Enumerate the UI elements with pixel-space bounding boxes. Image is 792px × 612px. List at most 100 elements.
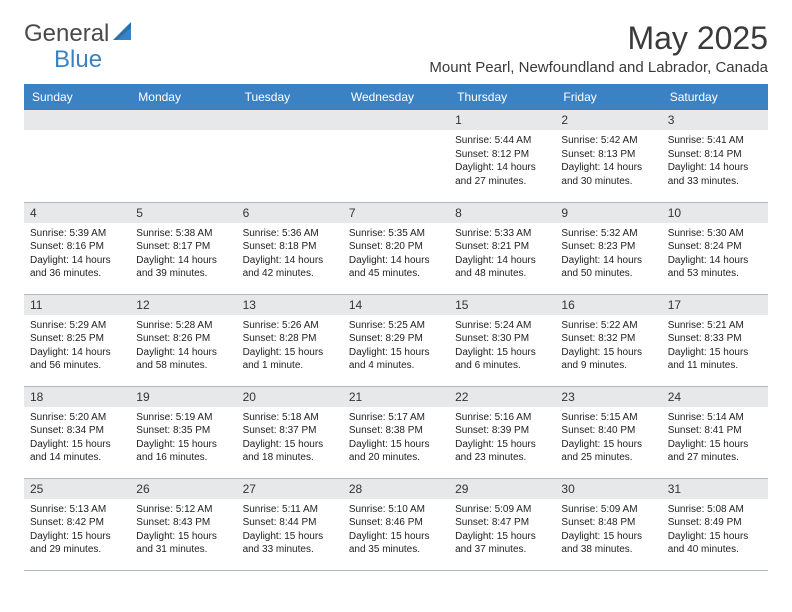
calendar-body: 1Sunrise: 5:44 AMSunset: 8:12 PMDaylight… <box>24 110 768 570</box>
day-details: Sunrise: 5:28 AMSunset: 8:26 PMDaylight:… <box>130 315 236 377</box>
day-cell: 20Sunrise: 5:18 AMSunset: 8:37 PMDayligh… <box>237 386 343 478</box>
day-details: Sunrise: 5:21 AMSunset: 8:33 PMDaylight:… <box>662 315 768 377</box>
day-number: 29 <box>449 479 555 499</box>
day-cell: 4Sunrise: 5:39 AMSunset: 8:16 PMDaylight… <box>24 202 130 294</box>
day-number: 13 <box>237 295 343 315</box>
day-cell: 8Sunrise: 5:33 AMSunset: 8:21 PMDaylight… <box>449 202 555 294</box>
day-details: Sunrise: 5:38 AMSunset: 8:17 PMDaylight:… <box>130 223 236 285</box>
day-details: Sunrise: 5:16 AMSunset: 8:39 PMDaylight:… <box>449 407 555 469</box>
day-details: Sunrise: 5:42 AMSunset: 8:13 PMDaylight:… <box>555 130 661 192</box>
day-number: 14 <box>343 295 449 315</box>
day-cell: 23Sunrise: 5:15 AMSunset: 8:40 PMDayligh… <box>555 386 661 478</box>
day-details: Sunrise: 5:19 AMSunset: 8:35 PMDaylight:… <box>130 407 236 469</box>
calendar-table: SundayMondayTuesdayWednesdayThursdayFrid… <box>24 84 768 571</box>
day-details: Sunrise: 5:41 AMSunset: 8:14 PMDaylight:… <box>662 130 768 192</box>
day-number: 25 <box>24 479 130 499</box>
day-number: 16 <box>555 295 661 315</box>
day-details: Sunrise: 5:09 AMSunset: 8:48 PMDaylight:… <box>555 499 661 561</box>
day-number: 21 <box>343 387 449 407</box>
day-cell: 31Sunrise: 5:08 AMSunset: 8:49 PMDayligh… <box>662 478 768 570</box>
day-cell: 15Sunrise: 5:24 AMSunset: 8:30 PMDayligh… <box>449 294 555 386</box>
day-number: 18 <box>24 387 130 407</box>
day-cell: 11Sunrise: 5:29 AMSunset: 8:25 PMDayligh… <box>24 294 130 386</box>
location-text: Mount Pearl, Newfoundland and Labrador, … <box>429 59 768 76</box>
day-number: 12 <box>130 295 236 315</box>
logo-text-blue: Blue <box>54 46 102 74</box>
day-cell: 5Sunrise: 5:38 AMSunset: 8:17 PMDaylight… <box>130 202 236 294</box>
day-cell: 22Sunrise: 5:16 AMSunset: 8:39 PMDayligh… <box>449 386 555 478</box>
day-cell: 26Sunrise: 5:12 AMSunset: 8:43 PMDayligh… <box>130 478 236 570</box>
day-header-monday: Monday <box>130 84 236 110</box>
day-cell: 19Sunrise: 5:19 AMSunset: 8:35 PMDayligh… <box>130 386 236 478</box>
day-number: 19 <box>130 387 236 407</box>
day-number: 30 <box>555 479 661 499</box>
day-details: Sunrise: 5:30 AMSunset: 8:24 PMDaylight:… <box>662 223 768 285</box>
day-details: Sunrise: 5:11 AMSunset: 8:44 PMDaylight:… <box>237 499 343 561</box>
day-cell: 27Sunrise: 5:11 AMSunset: 8:44 PMDayligh… <box>237 478 343 570</box>
day-number: 27 <box>237 479 343 499</box>
day-number: 26 <box>130 479 236 499</box>
empty-day-bar <box>24 110 130 130</box>
day-details: Sunrise: 5:33 AMSunset: 8:21 PMDaylight:… <box>449 223 555 285</box>
day-header-thursday: Thursday <box>449 84 555 110</box>
day-cell: 3Sunrise: 5:41 AMSunset: 8:14 PMDaylight… <box>662 110 768 202</box>
day-cell: 30Sunrise: 5:09 AMSunset: 8:48 PMDayligh… <box>555 478 661 570</box>
day-cell <box>130 110 236 202</box>
day-number: 6 <box>237 203 343 223</box>
day-details: Sunrise: 5:20 AMSunset: 8:34 PMDaylight:… <box>24 407 130 469</box>
day-details: Sunrise: 5:18 AMSunset: 8:37 PMDaylight:… <box>237 407 343 469</box>
day-number: 11 <box>24 295 130 315</box>
day-cell <box>237 110 343 202</box>
day-header-row: SundayMondayTuesdayWednesdayThursdayFrid… <box>24 84 768 110</box>
logo-text-general: General <box>24 20 109 48</box>
day-cell <box>343 110 449 202</box>
week-row: 4Sunrise: 5:39 AMSunset: 8:16 PMDaylight… <box>24 202 768 294</box>
day-details: Sunrise: 5:26 AMSunset: 8:28 PMDaylight:… <box>237 315 343 377</box>
day-details: Sunrise: 5:14 AMSunset: 8:41 PMDaylight:… <box>662 407 768 469</box>
day-details: Sunrise: 5:39 AMSunset: 8:16 PMDaylight:… <box>24 223 130 285</box>
day-number: 20 <box>237 387 343 407</box>
day-details: Sunrise: 5:12 AMSunset: 8:43 PMDaylight:… <box>130 499 236 561</box>
day-number: 8 <box>449 203 555 223</box>
day-cell: 24Sunrise: 5:14 AMSunset: 8:41 PMDayligh… <box>662 386 768 478</box>
day-header-wednesday: Wednesday <box>343 84 449 110</box>
day-number: 24 <box>662 387 768 407</box>
day-header-saturday: Saturday <box>662 84 768 110</box>
day-details: Sunrise: 5:36 AMSunset: 8:18 PMDaylight:… <box>237 223 343 285</box>
day-number: 17 <box>662 295 768 315</box>
week-row: 25Sunrise: 5:13 AMSunset: 8:42 PMDayligh… <box>24 478 768 570</box>
day-details: Sunrise: 5:35 AMSunset: 8:20 PMDaylight:… <box>343 223 449 285</box>
day-cell: 21Sunrise: 5:17 AMSunset: 8:38 PMDayligh… <box>343 386 449 478</box>
day-cell: 9Sunrise: 5:32 AMSunset: 8:23 PMDaylight… <box>555 202 661 294</box>
logo: General Blue <box>24 20 144 74</box>
day-details: Sunrise: 5:10 AMSunset: 8:46 PMDaylight:… <box>343 499 449 561</box>
empty-day-bar <box>130 110 236 130</box>
day-details: Sunrise: 5:32 AMSunset: 8:23 PMDaylight:… <box>555 223 661 285</box>
day-number: 28 <box>343 479 449 499</box>
day-number: 9 <box>555 203 661 223</box>
day-number: 3 <box>662 110 768 130</box>
day-details: Sunrise: 5:44 AMSunset: 8:12 PMDaylight:… <box>449 130 555 192</box>
day-cell: 10Sunrise: 5:30 AMSunset: 8:24 PMDayligh… <box>662 202 768 294</box>
day-cell: 17Sunrise: 5:21 AMSunset: 8:33 PMDayligh… <box>662 294 768 386</box>
day-number: 10 <box>662 203 768 223</box>
day-number: 2 <box>555 110 661 130</box>
day-number: 23 <box>555 387 661 407</box>
day-details: Sunrise: 5:15 AMSunset: 8:40 PMDaylight:… <box>555 407 661 469</box>
day-cell: 25Sunrise: 5:13 AMSunset: 8:42 PMDayligh… <box>24 478 130 570</box>
day-cell <box>24 110 130 202</box>
day-details: Sunrise: 5:08 AMSunset: 8:49 PMDaylight:… <box>662 499 768 561</box>
day-cell: 29Sunrise: 5:09 AMSunset: 8:47 PMDayligh… <box>449 478 555 570</box>
day-header-tuesday: Tuesday <box>237 84 343 110</box>
day-cell: 16Sunrise: 5:22 AMSunset: 8:32 PMDayligh… <box>555 294 661 386</box>
day-number: 7 <box>343 203 449 223</box>
empty-day-bar <box>237 110 343 130</box>
day-cell: 18Sunrise: 5:20 AMSunset: 8:34 PMDayligh… <box>24 386 130 478</box>
week-row: 1Sunrise: 5:44 AMSunset: 8:12 PMDaylight… <box>24 110 768 202</box>
week-row: 18Sunrise: 5:20 AMSunset: 8:34 PMDayligh… <box>24 386 768 478</box>
day-number: 1 <box>449 110 555 130</box>
header: General Blue May 2025 Mount Pearl, Newfo… <box>24 20 768 76</box>
day-header-friday: Friday <box>555 84 661 110</box>
day-number: 4 <box>24 203 130 223</box>
week-row: 11Sunrise: 5:29 AMSunset: 8:25 PMDayligh… <box>24 294 768 386</box>
